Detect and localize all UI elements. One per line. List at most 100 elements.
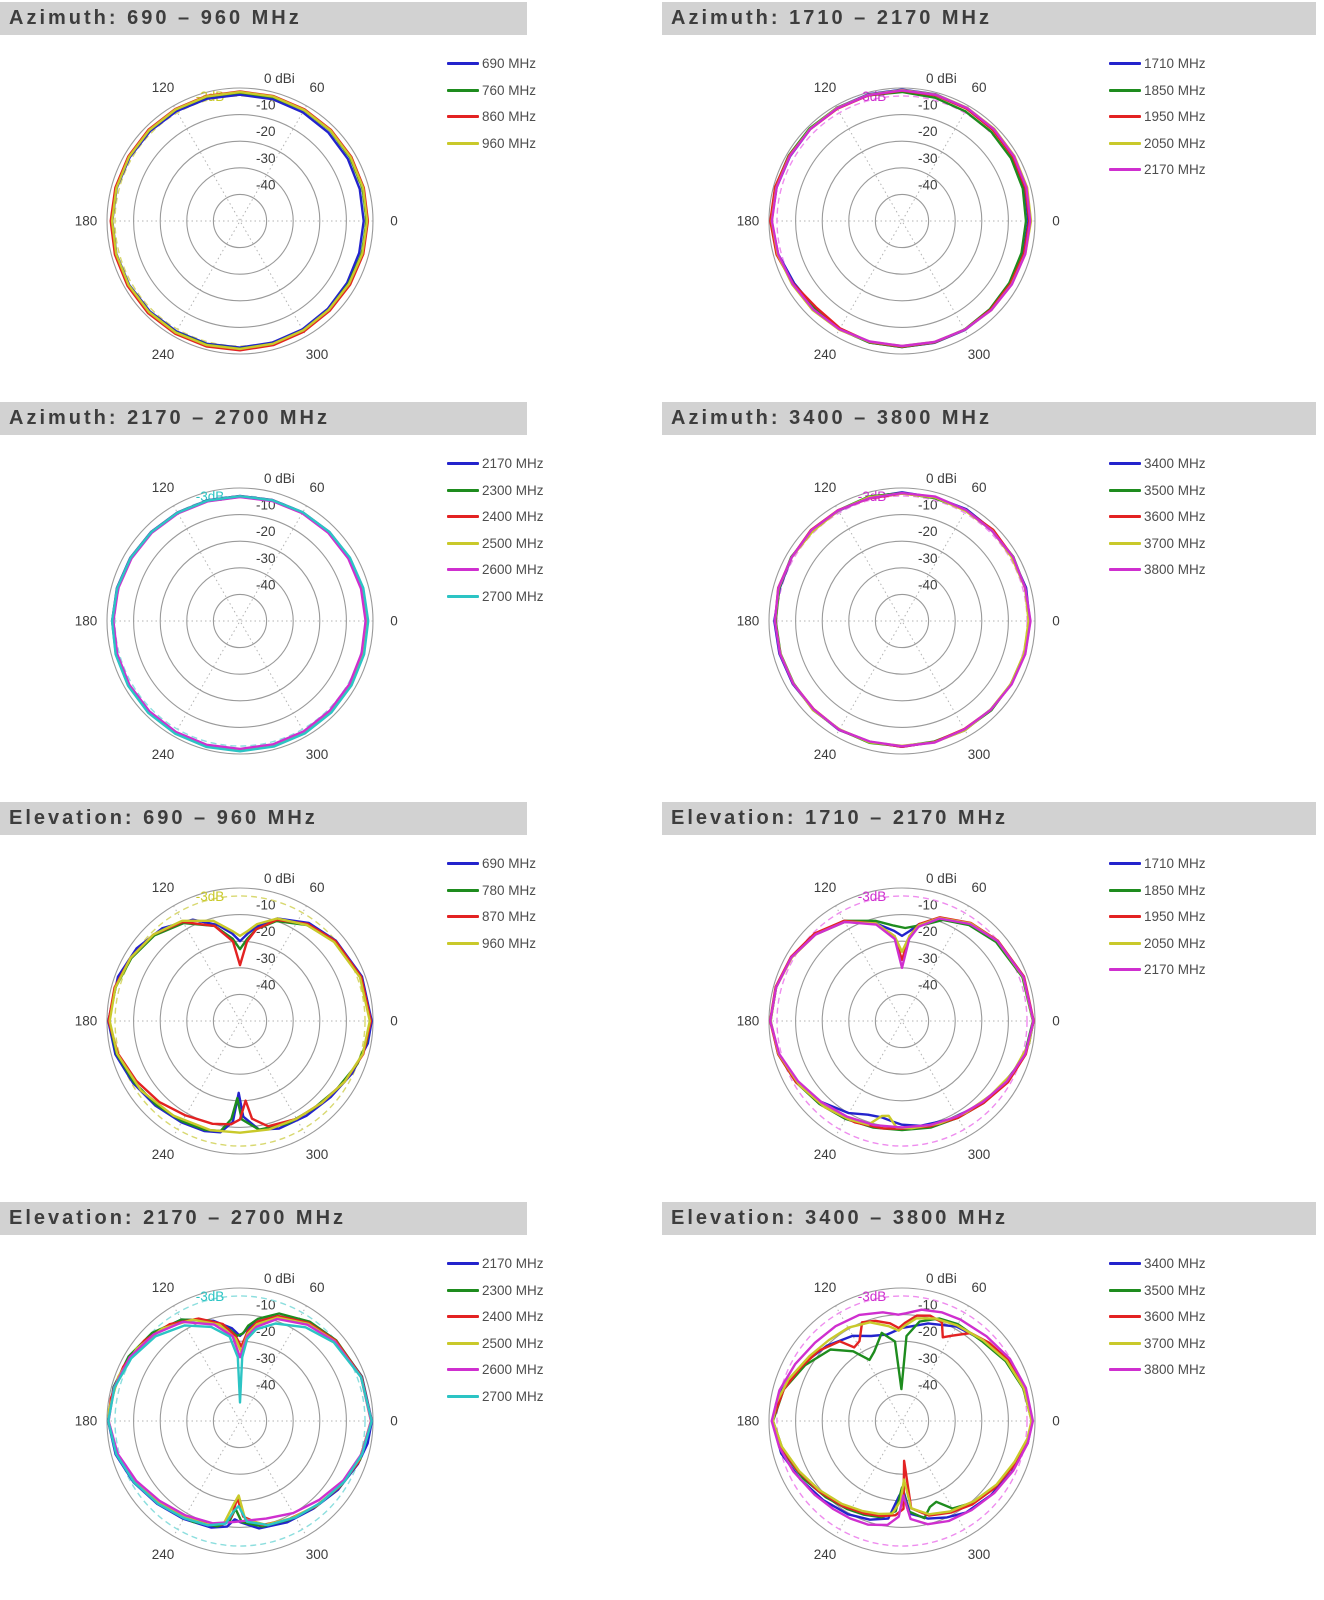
angle-tick-label-240: 240	[814, 1147, 837, 1162]
radial-tick-label: 0 dBi	[926, 871, 957, 886]
radial-tick-label: -20	[918, 124, 938, 139]
legend-line-swatch	[1109, 888, 1141, 892]
angle-tick-label-300: 300	[968, 1547, 991, 1562]
angle-tick-labels: 0 60 120 180 240 300	[737, 80, 1060, 362]
legend-item: 2400 MHz	[447, 508, 544, 525]
polar-spokes	[107, 505, 373, 737]
grid-ring--20	[821, 540, 983, 702]
legend-line-swatch	[1109, 1368, 1141, 1371]
legend-label: 870 MHz	[482, 909, 537, 924]
legend-line-swatch	[1109, 141, 1141, 145]
grid-ring-0	[768, 1287, 1036, 1555]
legend: 2170 MHz 2300 MHz 2400 MHz 2500 MHz 2600 MHz…	[447, 1255, 544, 1405]
series-traces	[109, 90, 370, 352]
angle-tick-label-300: 300	[306, 347, 329, 362]
chart-title: Azimuth: 690 – 960 MHz	[0, 2, 527, 35]
angle-tick-label-60: 60	[971, 80, 986, 95]
grid-ring-0	[106, 487, 374, 755]
angle-tick-label-240: 240	[152, 1147, 175, 1162]
legend: 690 MHz 780 MHz 870 MHz 960 MHz	[447, 855, 536, 952]
grid-ring--40	[212, 193, 268, 249]
legend-label: 3500 MHz	[1144, 482, 1206, 498]
chart-title: Azimuth: 2170 – 2700 MHz	[0, 402, 527, 435]
legend-label: 960 MHz	[482, 935, 537, 951]
angle-tick-label-120: 120	[814, 880, 837, 895]
spoke-60deg	[173, 1305, 307, 1537]
polar-plot-area: 0 dBi -10 -20 -30 -40 0 60 120 180 240 300 -3dB	[0, 35, 662, 403]
legend-item: 2400 MHz	[447, 1308, 544, 1325]
chart-cell-azimuth-2170-2700-mhz: Azimuth: 2170 – 2700 MHz 0 dBi -10 -20 -30 -4…	[0, 400, 662, 800]
legend-line-swatch	[447, 88, 479, 92]
radial-tick-label: -20	[918, 524, 938, 539]
radial-tick-label: -40	[256, 977, 276, 992]
angle-tick-label-120: 120	[814, 1280, 837, 1295]
legend-line-swatch	[1109, 968, 1141, 971]
legend-item: 2500 MHz	[447, 535, 544, 552]
angle-tick-label-60: 60	[309, 80, 324, 95]
spoke-60deg	[835, 105, 969, 337]
radial-tick-label: -10	[918, 498, 938, 513]
legend-label: 2170 MHz	[482, 456, 544, 471]
angle-tick-label-180: 180	[737, 614, 760, 629]
legend-item: 2170 MHz	[447, 1255, 544, 1272]
legend-label: 2050 MHz	[1144, 135, 1206, 151]
spoke-60deg	[835, 905, 969, 1137]
series-trace-3800-mhz	[773, 491, 1032, 748]
legend-label: 3400 MHz	[1144, 1256, 1206, 1271]
legend-line-swatch	[1109, 1315, 1141, 1318]
legend-item: 2700 MHz	[447, 588, 544, 605]
polar-plot-area: 0 dBi -10 -20 -30 -40 0 60 120 180 240 300 -3dB	[662, 35, 1324, 403]
angle-tick-label-300: 300	[306, 747, 329, 762]
legend: 2170 MHz 2300 MHz 2400 MHz 2500 MHz 2600 MHz…	[447, 455, 544, 605]
legend-label: 2300 MHz	[482, 482, 544, 498]
legend-label: 760 MHz	[482, 82, 537, 98]
legend-item: 1850 MHz	[1109, 882, 1206, 899]
grid-ring--40	[874, 193, 930, 249]
grid-ring--10	[795, 114, 1009, 328]
angle-tick-label-60: 60	[309, 880, 324, 895]
polar-spokes	[107, 905, 373, 1137]
angle-tick-label-0: 0	[1052, 1014, 1060, 1029]
series-trace-960-mhz	[110, 90, 369, 351]
legend-line-swatch	[447, 141, 479, 145]
legend-item: 2050 MHz	[1109, 135, 1206, 152]
legend-item: 760 MHz	[447, 82, 536, 99]
radial-tick-label: 0 dBi	[264, 1271, 295, 1286]
legend-label: 1850 MHz	[1144, 882, 1206, 898]
legend: 3400 MHz 3500 MHz 3600 MHz 3700 MHz 3800 MHz	[1109, 455, 1206, 578]
radial-tick-label: -30	[918, 151, 938, 166]
legend-item: 1710 MHz	[1109, 55, 1206, 72]
legend-line-swatch	[447, 115, 479, 118]
series-traces	[770, 1308, 1035, 1527]
legend-label: 690 MHz	[482, 56, 537, 71]
legend-line-swatch	[1109, 515, 1141, 518]
legend-item: 3500 MHz	[1109, 1282, 1206, 1299]
radial-tick-label: -20	[918, 1324, 938, 1339]
angle-tick-label-240: 240	[152, 1547, 175, 1562]
legend-line-swatch	[447, 1262, 479, 1265]
angle-tick-label-240: 240	[814, 747, 837, 762]
legend: 690 MHz 760 MHz 860 MHz 960 MHz	[447, 55, 536, 152]
radial-tick-label: 0 dBi	[926, 71, 957, 86]
legend-item: 780 MHz	[447, 882, 536, 899]
legend-line-swatch	[1109, 62, 1141, 65]
legend-label: 2700 MHz	[482, 1388, 544, 1404]
angle-tick-label-60: 60	[309, 1280, 324, 1295]
spoke-120deg	[835, 905, 969, 1137]
polar-plot-area: 0 dBi -10 -20 -30 -40 0 60 120 180 240 300 -3dB	[0, 835, 662, 1203]
radial-tick-label: -30	[256, 551, 276, 566]
radial-tick-label: 0 dBi	[264, 71, 295, 86]
series-traces	[107, 917, 373, 1134]
angle-tick-label-300: 300	[968, 747, 991, 762]
radial-tick-label: -30	[918, 551, 938, 566]
radial-tick-label: -10	[256, 898, 276, 913]
radial-tick-label: 0 dBi	[926, 471, 957, 486]
radial-tick-label: -40	[918, 1377, 938, 1392]
chart-title: Azimuth: 1710 – 2170 MHz	[662, 2, 1316, 35]
radial-tick-label: -10	[256, 98, 276, 113]
radial-tick-label: -20	[256, 124, 276, 139]
